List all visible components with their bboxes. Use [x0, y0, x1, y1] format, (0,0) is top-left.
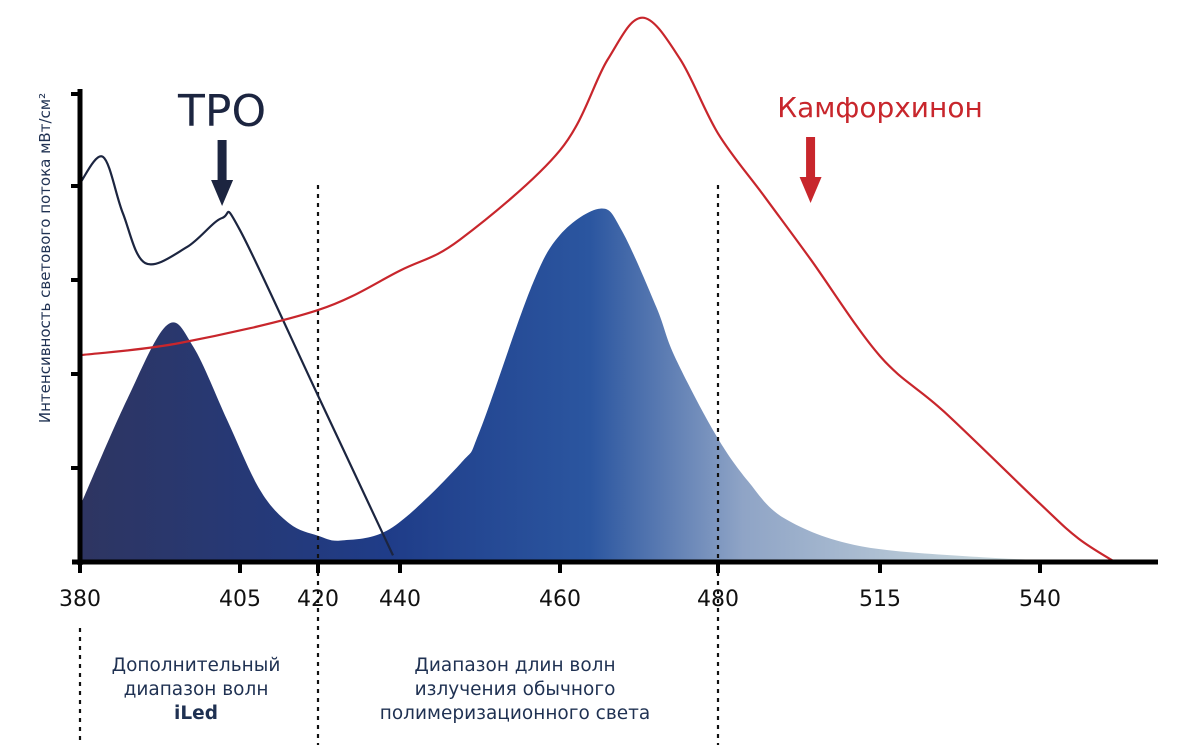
range-note-2-line: полимеризационного света [380, 703, 650, 724]
x-tick-label-420: 420 [297, 587, 339, 612]
camphorquinone-arrow-icon-shaft [806, 137, 816, 179]
camphorquinone-absorption-line [79, 16, 1116, 563]
tpo-label: TPO [177, 86, 266, 137]
camphorquinone-label: Камфорхинон [777, 91, 983, 124]
led-spectrum-area [80, 208, 1117, 562]
x-tick-label-480: 480 [697, 587, 739, 612]
tpo-absorption-line [79, 155, 394, 556]
x-tick-label-540: 540 [1019, 587, 1061, 612]
y-axis-label: Интенсивность светового потока мВт/см² [36, 93, 54, 423]
x-tick-label-405: 405 [219, 587, 261, 612]
x-tick-label-515: 515 [859, 587, 901, 612]
tpo-arrow-icon-head [211, 180, 234, 206]
x-tick-label-460: 460 [539, 587, 581, 612]
range-note-1-line: Дополнительный [112, 655, 281, 676]
range-note-1-line: iLed [174, 703, 218, 724]
x-tick-label-440: 440 [379, 587, 421, 612]
range-note-2-line: Диапазон длин волн [414, 655, 615, 676]
tpo-arrow-icon-shaft [217, 140, 227, 182]
x-tick-label-380: 380 [59, 587, 101, 612]
range-note-2-line: излучения обычного [415, 679, 616, 700]
range-note-1-line: диапазон волн [124, 679, 269, 700]
camphorquinone-arrow-icon-head [799, 177, 822, 203]
